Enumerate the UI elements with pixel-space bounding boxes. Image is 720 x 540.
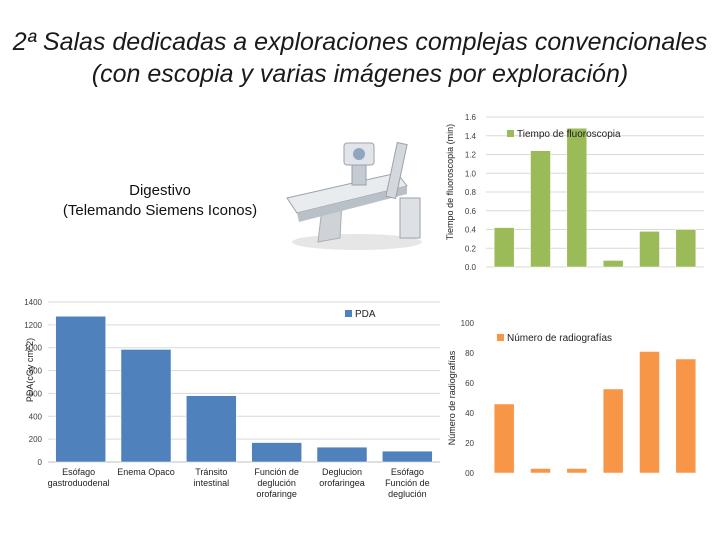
x-tick-label: Esófago (62, 467, 95, 477)
x-tick-label: orofaringe (256, 489, 297, 499)
y-tick-label: 60 (465, 379, 474, 388)
legend-label: PDA (355, 309, 376, 320)
slide-title-line2: (con escopia y varias imágenes por explo… (91, 60, 629, 88)
radiographs-count-chart: 00 20 40 60 80 100 Número de radiografías Númer… (447, 319, 697, 478)
y-axis-label: PDA(cGy cm^2) (25, 338, 35, 402)
bar (602, 260, 624, 268)
bar (639, 351, 660, 474)
bar (530, 150, 551, 268)
bar (602, 388, 624, 474)
bar (566, 128, 588, 268)
y-tick-label: 200 (29, 435, 43, 444)
legend-label: Número de radiografías (507, 333, 612, 344)
x-tick-label: Tránsito (195, 467, 227, 477)
x-tick-label: orofaringea (319, 478, 365, 488)
y-tick-label: 0.0 (465, 263, 477, 272)
x-tick-label: gastroduodenal (48, 478, 110, 488)
y-tick-label: 40 (465, 409, 474, 418)
x-tick-label: Enema Opaco (117, 467, 175, 477)
room-label: Digestivo (129, 182, 191, 199)
bar (566, 468, 588, 474)
y-tick-label: 0.4 (465, 226, 477, 235)
slide-title-line1: 2ª Salas dedicadas a exploraciones compl… (12, 28, 708, 56)
bar (493, 227, 515, 268)
equipment-label: (Telemando Siemens Iconos) (62, 202, 258, 219)
y-tick-label: 600 (29, 389, 43, 398)
bar (186, 395, 237, 463)
bar (251, 442, 302, 463)
y-tick-label: 800 (29, 367, 43, 376)
bar (55, 316, 106, 463)
y-tick-label: 0.2 (465, 244, 477, 253)
y-tick-label: 0.6 (465, 207, 477, 216)
y-tick-label: 00 (465, 469, 474, 478)
x-tick-label: deglución (257, 478, 296, 488)
y-tick-label: 1.4 (465, 132, 477, 141)
y-tick-label: 20 (465, 439, 474, 448)
y-tick-label: 1400 (24, 298, 42, 307)
legend-swatch (497, 334, 504, 341)
x-tick-label: Esófago (391, 467, 424, 477)
bar (639, 231, 660, 268)
y-tick-label: 80 (465, 349, 474, 358)
y-axis-label: Tiempo de fluoroscopia (min) (445, 124, 455, 240)
y-tick-label: 400 (29, 412, 43, 421)
x-tick-label: Función de (254, 467, 299, 477)
bar (530, 468, 551, 474)
y-tick-label: 1.0 (465, 169, 477, 178)
bar (316, 446, 368, 463)
y-tick-label: 1200 (24, 321, 42, 330)
bar (382, 450, 433, 463)
telemando-device-image (286, 141, 422, 250)
y-tick-label: 1000 (24, 344, 42, 353)
y-axis-label: Número de radiografías (447, 350, 457, 445)
y-tick-label: 0 (38, 458, 43, 467)
y-tick-label: 0.8 (465, 188, 477, 197)
bar (675, 358, 697, 474)
legend-swatch (345, 310, 352, 317)
x-tick-label: Función de (385, 478, 430, 488)
y-tick-label: 1.6 (465, 113, 477, 122)
fluoroscopy-time-chart: 0.0 0.2 0.4 0.6 0.8 1.0 1.2 1.4 1.6 Tiempo de flu… (445, 113, 704, 272)
pda-chart: 0 200 400 600 800 1000 1200 1400 PDA(cGy cm^2) Es… (24, 298, 440, 499)
x-tick-label: intestinal (194, 478, 230, 488)
bar (493, 403, 515, 474)
bar (120, 349, 172, 463)
legend-label: Tiempo de fluoroscopia (517, 129, 621, 140)
y-tick-label: 1.2 (465, 151, 477, 160)
bar (675, 229, 697, 268)
legend-swatch (507, 130, 514, 137)
x-tick-label: Deglucion (322, 467, 362, 477)
y-tick-label: 100 (461, 319, 475, 328)
x-tick-label: deglución (388, 489, 427, 499)
